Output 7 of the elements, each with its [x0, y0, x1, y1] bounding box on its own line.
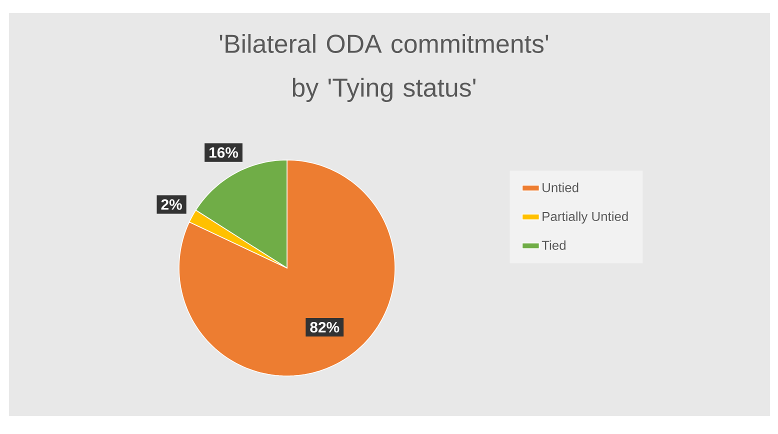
data-label: 2%: [161, 199, 182, 210]
legend-label: Partially Untied: [542, 212, 628, 224]
data-label: 82%: [310, 322, 340, 333]
legend-label: Untied: [542, 182, 578, 192]
chart-title: 'Bilateral ODA commitments' by 'Tying status': [220, 34, 548, 102]
data-label: 16%: [210, 147, 238, 158]
legend-label: Tied: [542, 240, 566, 250]
